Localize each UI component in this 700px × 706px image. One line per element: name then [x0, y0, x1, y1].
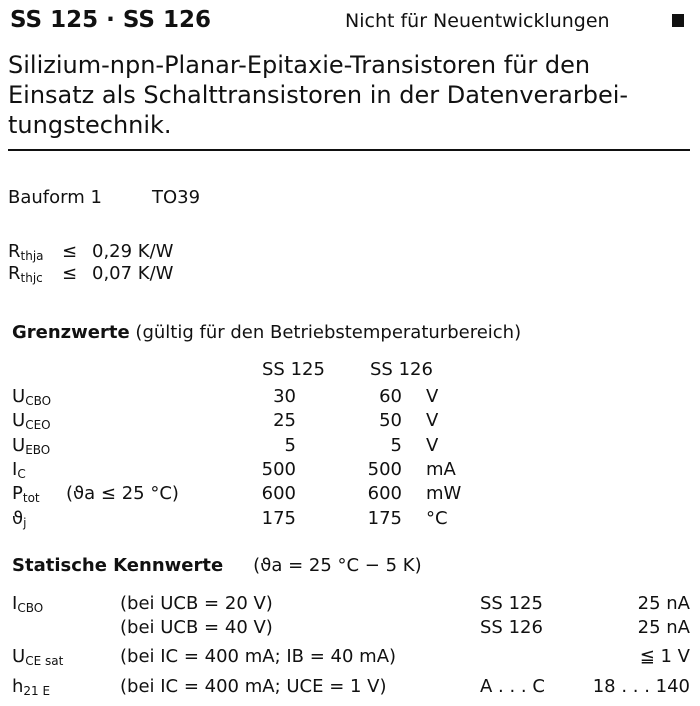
symbol-subscript: CEO [25, 418, 51, 432]
thermal-symbol: Rthjc [8, 263, 43, 285]
limit-unit: °C [426, 508, 448, 529]
limit-unit: mA [426, 459, 456, 480]
static-value: 25 nA [637, 617, 690, 638]
symbol-subscript: C [17, 467, 26, 481]
symbol: I [12, 593, 18, 614]
static-symbol: h21 E [12, 676, 51, 698]
static-condition: (bei UCB = 40 V) [120, 617, 273, 638]
status-note: Nicht für Neuentwicklungen [345, 10, 610, 32]
static-symbol: UCE sat [12, 646, 64, 668]
package-label: Bauform 1 [8, 187, 102, 208]
column-header-ss126: SS 126 [370, 359, 433, 380]
symbol-subscript: j [23, 516, 27, 530]
limit-condition: (ϑa ≤ 25 °C) [66, 483, 179, 504]
limit-unit: V [426, 410, 439, 431]
thermal-value: 0,07 K/W [92, 263, 174, 284]
symbol: I [12, 459, 18, 480]
static-condition: (bei UCB = 20 V) [120, 593, 273, 614]
thermal-symbol: Rthja [8, 241, 44, 263]
symbol: U [12, 435, 26, 456]
static-condition: (bei IC = 400 mA; UCE = 1 V) [120, 676, 387, 697]
limit-value-ss125: 5 [284, 435, 296, 456]
limit-value-ss126: 5 [390, 435, 402, 456]
limit-value-ss126: 60 [379, 386, 402, 407]
symbol: h [12, 676, 24, 697]
symbol-subscript: CBO [25, 394, 52, 408]
description-line-2: Einsatz als Schalttransistoren in der Da… [8, 81, 629, 109]
static-value: 25 nA [637, 593, 690, 614]
static-heading-row: Statische Kennwerte (ϑa = 25 °C − 5 K) [12, 557, 422, 575]
thermal-relation: ≤ [62, 241, 78, 262]
static-heading: Statische Kennwerte [12, 555, 224, 576]
symbol: U [12, 410, 26, 431]
static-symbol: ICBO [12, 593, 44, 615]
static-type: SS 126 [480, 617, 543, 638]
static-type: SS 125 [480, 593, 543, 614]
limits-heading-note: (gültig für den Betriebstemperaturbereic… [135, 322, 522, 343]
limit-unit: V [426, 435, 439, 456]
symbol: P [12, 483, 23, 504]
limit-symbol: UCEO [12, 410, 51, 432]
static-value: 18 . . . 140 [592, 676, 690, 697]
description-line-1: Silizium-npn-Planar-Epitaxie-Transistore… [8, 51, 591, 79]
limits-heading: Grenzwerte [12, 322, 130, 343]
limit-value-ss125: 30 [273, 386, 296, 407]
limit-value-ss126: 175 [367, 508, 402, 529]
symbol: U [12, 386, 26, 407]
limit-value-ss125: 175 [261, 508, 296, 529]
limit-value-ss125: 500 [261, 459, 296, 480]
static-condition: (bei IC = 400 mA; IB = 40 mA) [120, 646, 397, 667]
column-header-ss125: SS 125 [262, 359, 325, 380]
page-title: SS 125 · SS 126 [10, 7, 211, 33]
divider [8, 149, 690, 151]
limit-value-ss125: 600 [261, 483, 296, 504]
symbol-subscript: 21 E [23, 684, 51, 698]
package-value: TO39 [152, 187, 201, 208]
symbol: R [8, 263, 21, 284]
symbol-subscript: thjc [20, 271, 43, 285]
limit-symbol: ϑj [12, 508, 27, 530]
symbol-subscript: thja [20, 249, 44, 263]
limit-symbol: Ptot [12, 483, 40, 505]
limit-value-ss126: 50 [379, 410, 402, 431]
square-marker-icon [672, 14, 684, 27]
symbol-subscript: EBO [25, 443, 51, 457]
thermal-relation: ≤ [62, 263, 78, 284]
limit-value-ss126: 500 [367, 459, 402, 480]
symbol: U [12, 646, 26, 667]
static-value: ≦ 1 V [639, 646, 690, 667]
limit-unit: mW [426, 483, 462, 504]
symbol: ϑ [12, 508, 24, 529]
static-type: A . . . C [480, 676, 545, 697]
symbol: R [8, 241, 21, 262]
symbol-subscript: CBO [17, 601, 44, 615]
limit-symbol: UCBO [12, 386, 52, 408]
symbol-subscript: CE sat [25, 654, 64, 668]
limit-symbol: UEBO [12, 435, 51, 457]
symbol-subscript: tot [22, 491, 40, 505]
limit-value-ss125: 25 [273, 410, 296, 431]
static-heading-note: (ϑa = 25 °C − 5 K) [253, 555, 422, 576]
limit-unit: V [426, 386, 439, 407]
limits-heading-row: Grenzwerte (gültig für den Betriebstempe… [12, 324, 521, 342]
thermal-value: 0,29 K/W [92, 241, 174, 262]
limit-symbol: IC [12, 459, 26, 481]
description-line-3: tungstechnik. [8, 111, 172, 139]
limit-value-ss126: 600 [367, 483, 402, 504]
